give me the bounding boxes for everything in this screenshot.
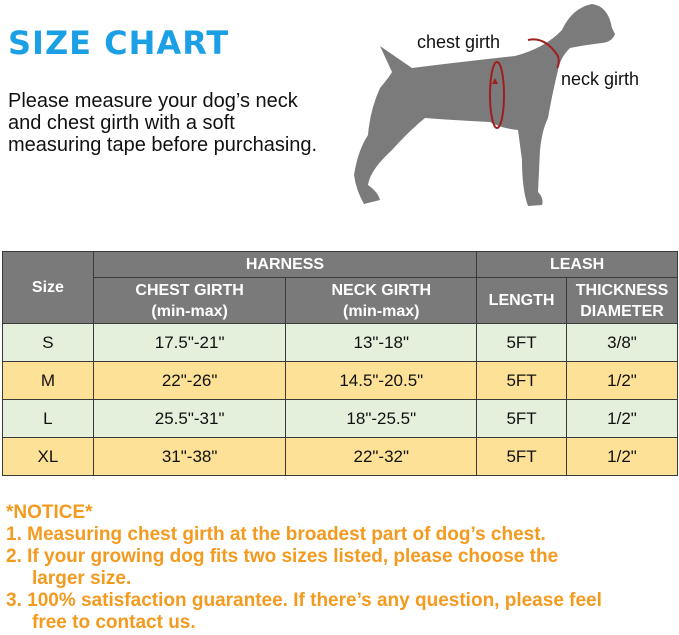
- length-cell: 5FT: [476, 361, 568, 400]
- leash-header: LEASH: [476, 251, 678, 278]
- thickness-header: THICKNESS DIAMETER: [566, 277, 678, 324]
- notice-item-continued: larger size.: [32, 568, 132, 589]
- harness-header: HARNESS: [92, 251, 478, 278]
- size-cell: XL: [2, 437, 94, 476]
- size-cell: S: [2, 323, 94, 362]
- intro-text: Please measure your dog’s neck and chest…: [8, 90, 318, 156]
- neck-girth-marker: [527, 38, 560, 69]
- length-cell: 5FT: [476, 399, 568, 438]
- chest-cell: 25.5"-31": [92, 399, 287, 438]
- dog-silhouette-icon: [354, 4, 615, 206]
- length-cell: 5FT: [476, 437, 568, 476]
- page-title: SIZE CHART: [8, 24, 230, 62]
- notice-item: 2. If your growing dog fits two sizes li…: [6, 546, 559, 567]
- length-cell: 5FT: [476, 323, 568, 362]
- thickness-cell: 1/2": [566, 399, 678, 438]
- chest-girth-marker: [489, 61, 505, 129]
- thickness-cell: 1/2": [566, 361, 678, 400]
- chest-cell: 22"-26": [92, 361, 287, 400]
- neck-cell: 18"-25.5": [285, 399, 478, 438]
- chest-girth-label: chest girth: [417, 32, 501, 52]
- table-row: S 17.5"-21" 13"-18" 5FT 3/8": [2, 323, 678, 362]
- notice-heading: *NOTICE*: [6, 502, 93, 523]
- size-cell: L: [2, 399, 94, 438]
- dog-diagram: chest girth neck girth: [340, 0, 679, 230]
- chest-girth-header: CHEST GIRTH (min-max): [92, 277, 287, 324]
- size-header: Size: [2, 251, 94, 324]
- size-cell: M: [2, 361, 94, 400]
- neck-girth-label: neck girth: [561, 69, 640, 89]
- table-row: XL 31"-38" 22"-32" 5FT 1/2": [2, 437, 678, 476]
- neck-cell: 22"-32": [285, 437, 478, 476]
- thickness-cell: 3/8": [566, 323, 678, 362]
- length-header: LENGTH: [476, 277, 568, 324]
- neck-cell: 14.5"-20.5": [285, 361, 478, 400]
- notice-item-continued: free to contact us.: [32, 612, 196, 633]
- chest-cell: 31"-38": [92, 437, 287, 476]
- notice-item: 1. Measuring chest girth at the broadest…: [6, 524, 546, 545]
- table-row: L 25.5"-31" 18"-25.5" 5FT 1/2": [2, 399, 678, 438]
- chest-cell: 17.5"-21": [92, 323, 287, 362]
- neck-cell: 13"-18": [285, 323, 478, 362]
- notice-item: 3. 100% satisfaction guarantee. If there…: [6, 590, 602, 611]
- notice-section: *NOTICE* 1. Measuring chest girth at the…: [6, 502, 602, 634]
- size-table: Size HARNESS LEASH CHEST GIRTH (min-max) …: [2, 251, 678, 476]
- neck-girth-header: NECK GIRTH (min-max): [285, 277, 478, 324]
- table-row: M 22"-26" 14.5"-20.5" 5FT 1/2": [2, 361, 678, 400]
- thickness-cell: 1/2": [566, 437, 678, 476]
